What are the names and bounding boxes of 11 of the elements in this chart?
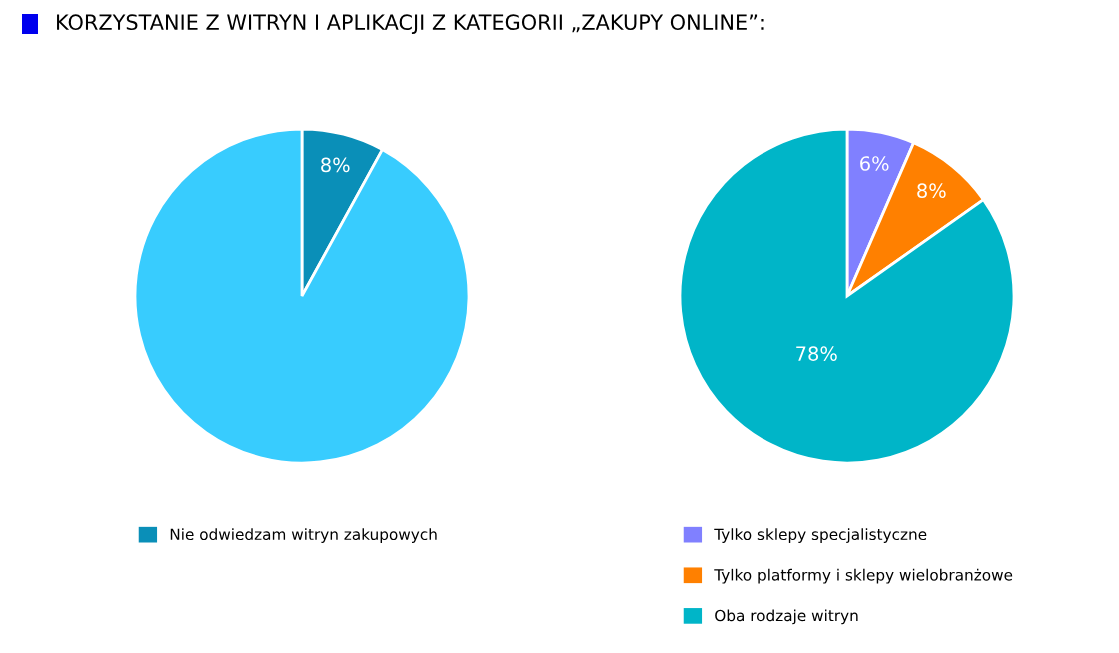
data-label: 6% <box>860 156 889 171</box>
pie-slice <box>678 127 1016 465</box>
data-label: 8% <box>321 157 350 173</box>
data-label: 78% <box>796 346 837 361</box>
legend-label: Oba rodzaje witryn <box>715 609 858 625</box>
legend-label: Tylko platformy i sklepy wielobranżowe <box>714 568 1013 584</box>
pie-slice <box>133 127 471 465</box>
legend-label: Nie odwiedzam witryn zakupowych <box>170 528 437 544</box>
chart-title: KORZYSTANIE Z WITRYN I APLIKACJI Z KATEGORII „ZAKUPY ONLINE”: <box>57 14 764 34</box>
legend-label: Tylko sklepy specjalistyczne <box>714 528 927 544</box>
data-label: 8% <box>917 183 946 199</box>
